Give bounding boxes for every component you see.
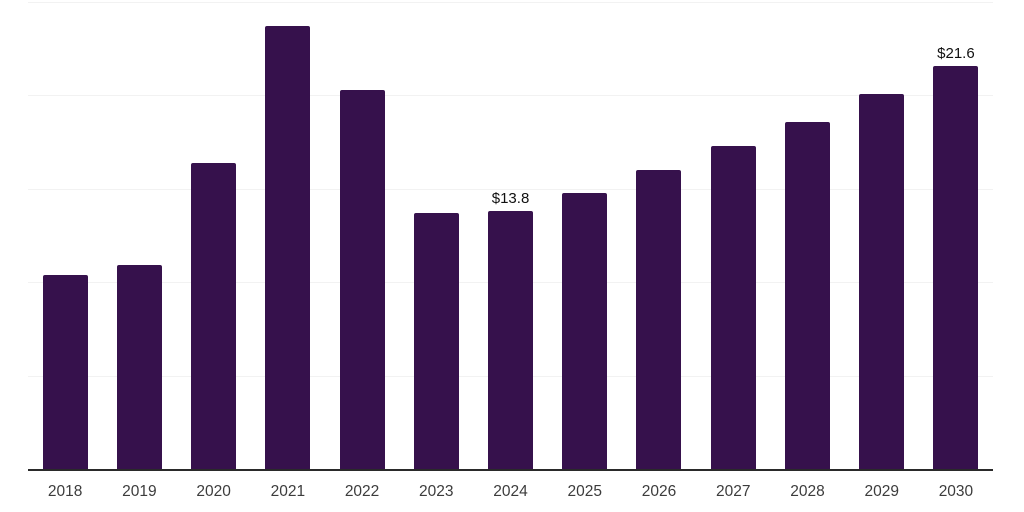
bar [710, 145, 756, 469]
bar-slot [548, 2, 622, 469]
bar [339, 89, 385, 469]
bar-slot [251, 2, 325, 469]
bar [859, 93, 905, 469]
bar [933, 65, 979, 469]
bar-value-label: $13.8 [491, 190, 530, 208]
x-tick-label: 2026 [641, 483, 677, 500]
x-tick-label: 2020 [196, 483, 231, 500]
gridline [28, 95, 993, 97]
plot-area: $13.8 $21.6 [28, 2, 993, 471]
bar-slot [28, 2, 102, 469]
bar-slot [622, 2, 696, 469]
bar-value-label: $21.6 [937, 44, 975, 62]
x-tick-label: 2024 [493, 483, 528, 500]
bar [265, 26, 311, 469]
x-tick-label: 2028 [790, 483, 825, 500]
gridline [28, 188, 993, 190]
x-tick-label: 2030 [938, 483, 974, 500]
x-axis: 2018 2019 2020 2021 2022 2023 2024 2025 2026 2027… [28, 483, 993, 501]
x-tick-label: 2029 [864, 483, 899, 500]
x-tick-label: 2021 [270, 483, 306, 500]
x-tick-label: 2027 [715, 483, 751, 500]
x-tick-label: 2022 [344, 483, 380, 500]
bar [191, 162, 237, 469]
x-tick-label: 2023 [419, 483, 454, 500]
gridline [28, 2, 993, 3]
bar-slot [696, 2, 770, 469]
x-tick-label: 2025 [567, 483, 602, 500]
bar-slot: $13.8 [473, 2, 547, 469]
bars-container: $13.8 $21.6 [28, 2, 993, 469]
bar-slot [325, 2, 399, 469]
bar [413, 213, 459, 469]
bar-slot [770, 2, 844, 469]
bar-slot: $21.6 [919, 2, 993, 469]
bar [636, 170, 682, 469]
bar-slot [399, 2, 473, 469]
bar [562, 192, 608, 469]
bar-slot [176, 2, 250, 469]
bar-slot [102, 2, 176, 469]
x-tick-label: 2019 [122, 483, 157, 500]
bar [784, 121, 830, 469]
bar-slot [845, 2, 919, 469]
bar [488, 211, 534, 469]
bar [116, 265, 162, 469]
bar [42, 274, 88, 469]
x-tick-label: 2018 [47, 483, 83, 500]
